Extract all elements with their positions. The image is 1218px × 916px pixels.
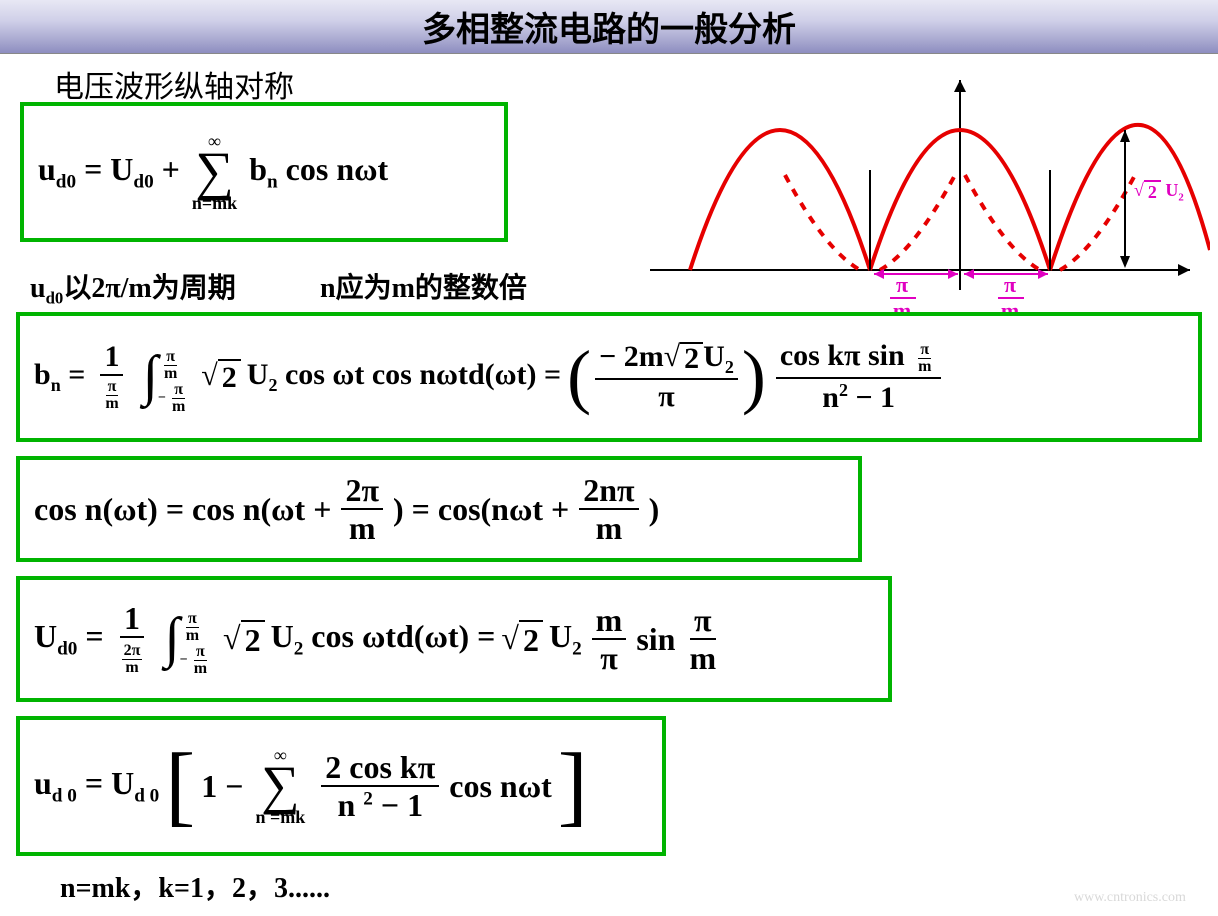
waveform-svg: π m π m [650, 60, 1210, 320]
amplitude-label: √2 U2 [1134, 180, 1184, 204]
title-bar: 多相整流电路的一般分析 [0, 0, 1218, 54]
formula-4: Ud0 = 1 2πm ∫ πm −πm √2 U2 cos ωtd(ωt) =… [34, 600, 724, 678]
subtitle: 电压波形纵轴对称 [54, 62, 294, 106]
page-title: 多相整流电路的一般分析 [422, 2, 796, 51]
formula-1: ud0 = Ud0 + ∞ ∑ n=mk bn cos nωt [38, 132, 388, 211]
svg-text:π: π [896, 272, 908, 297]
formula-box-2: bn = 1 πm ∫ πm −πm √2 U2 cos ωt cos nωtd… [16, 312, 1202, 442]
waveform-graph: π m π m √2 U2 [650, 60, 1210, 310]
note-n-multiple: n应为m的整数倍 [320, 266, 527, 306]
formula-box-4: Ud0 = 1 2πm ∫ πm −πm √2 U2 cos ωtd(ωt) =… [16, 576, 892, 702]
bottom-note: n=mk，k=1，2，3...... [60, 866, 330, 906]
formula-5: ud 0 = Ud 0 [ 1 − ∞ ∑ n =mk 2 cos kπ n 2… [34, 746, 588, 825]
formula-box-5: ud 0 = Ud 0 [ 1 − ∞ ∑ n =mk 2 cos kπ n 2… [16, 716, 666, 856]
note-period: ud0以2π/m为周期 [30, 266, 236, 309]
formula-3: cos n(ωt) = cos n(ωt + 2πm ) = cos(nωt +… [34, 472, 659, 546]
formula-box-1: ud0 = Ud0 + ∞ ∑ n=mk bn cos nωt [20, 102, 508, 242]
svg-text:π: π [1004, 272, 1016, 297]
watermark: www.cntronics.com [1074, 890, 1186, 906]
formula-2: bn = 1 πm ∫ πm −πm √2 U2 cos ωt cos nωtd… [34, 339, 945, 415]
formula-box-3: cos n(ωt) = cos n(ωt + 2πm ) = cos(nωt +… [16, 456, 862, 562]
